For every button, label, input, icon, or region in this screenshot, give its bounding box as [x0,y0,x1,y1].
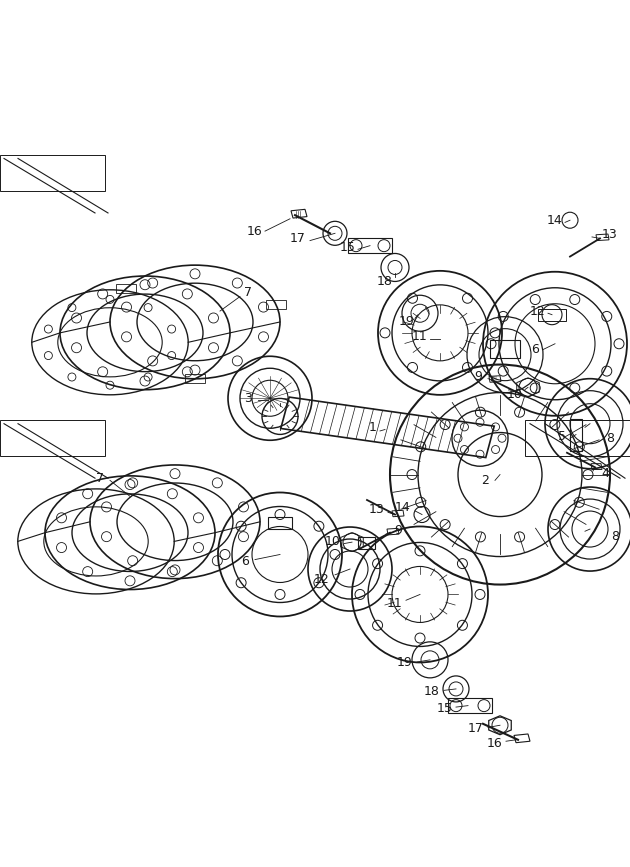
Text: 16: 16 [487,737,503,750]
Text: 9: 9 [474,370,482,383]
Text: 14: 14 [547,214,563,227]
Text: 19: 19 [397,655,413,668]
Text: 5: 5 [558,429,566,442]
Text: 13: 13 [602,228,618,241]
Text: 8: 8 [606,432,614,445]
Text: 18: 18 [424,685,440,698]
Text: 10: 10 [325,535,341,548]
Text: 7: 7 [244,286,252,299]
Text: 9: 9 [394,524,402,537]
Text: 12: 12 [530,304,546,317]
Text: 4: 4 [601,466,609,479]
Text: 3: 3 [244,392,252,405]
Text: 19: 19 [399,316,415,329]
Text: 12: 12 [314,573,330,586]
Text: 7: 7 [96,472,104,485]
Text: 1: 1 [369,420,377,434]
Text: 6: 6 [531,343,539,356]
Text: 13: 13 [369,503,385,516]
Text: 2: 2 [481,474,489,487]
Text: 15: 15 [437,702,453,715]
Text: 15: 15 [340,241,356,254]
Text: 10: 10 [507,388,523,401]
Text: 8: 8 [611,530,619,543]
Text: 6: 6 [241,555,249,568]
Text: 17: 17 [468,722,484,735]
Text: 18: 18 [377,276,393,289]
Text: 11: 11 [412,330,428,343]
Text: 17: 17 [290,231,306,244]
Text: 14: 14 [395,501,411,514]
Text: 11: 11 [387,597,403,610]
Text: 16: 16 [247,225,263,238]
